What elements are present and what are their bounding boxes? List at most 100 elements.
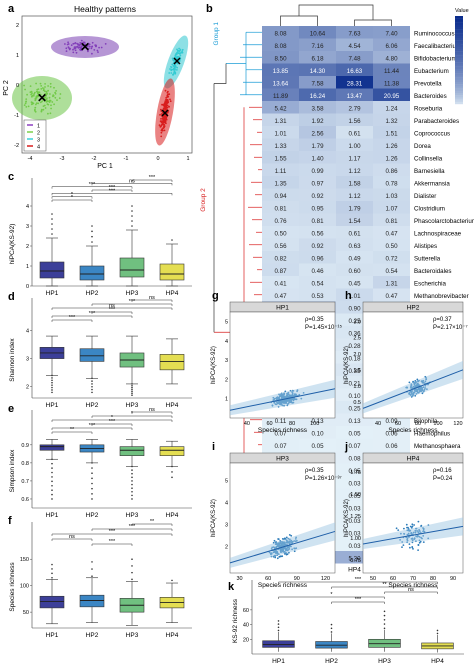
heatmap-value: 4.54	[348, 43, 361, 50]
box-outlier	[131, 487, 133, 489]
box-outlier	[51, 386, 53, 389]
heatmap-cell	[299, 138, 336, 151]
box-outlier	[91, 467, 93, 469]
box-outlier	[131, 476, 133, 479]
heatmap-cell	[299, 26, 336, 39]
scatter-point	[411, 525, 414, 528]
scatter-point	[401, 546, 403, 548]
box-outlier	[51, 233, 53, 235]
colorscale-step	[455, 60, 463, 63]
heatmap-cell	[336, 226, 373, 239]
scatter-point	[411, 523, 414, 526]
significance-label: ns	[149, 407, 155, 413]
box-outlier	[91, 561, 93, 563]
heatmap-value: 0.56	[274, 243, 287, 250]
panel-h-xlabel: Species richness	[388, 427, 438, 434]
colorscale-step	[455, 16, 463, 19]
taxon-label: Dorea	[414, 143, 431, 150]
heatmap-cell	[373, 238, 410, 251]
colorscale-step	[455, 82, 463, 85]
heatmap-value: 0.46	[311, 268, 324, 275]
scatter-point	[276, 557, 279, 560]
panel-h-xtick: 80	[415, 421, 421, 427]
significance-bracket	[131, 299, 173, 302]
box-outlier	[383, 614, 386, 617]
panel-j-frame	[362, 462, 464, 574]
heatmap-value: 0.09	[385, 418, 398, 425]
colorscale-step	[455, 49, 463, 52]
panel-d-ytick: 4	[26, 328, 29, 334]
heatmap-value: 2.56	[311, 131, 324, 138]
box-outlier	[131, 465, 133, 468]
heatmap-cell	[299, 51, 336, 64]
colorscale-step	[455, 55, 463, 58]
regression-line	[362, 369, 464, 409]
heatmap-value: 0.81	[385, 218, 398, 225]
heatmap-value: 0.78	[385, 181, 398, 188]
heatmap-cell	[336, 276, 373, 289]
scatter-point	[417, 520, 420, 523]
heatmap-cell	[262, 176, 299, 189]
panel-h-strip-label: HP2	[407, 305, 420, 312]
significance-bracket	[278, 596, 385, 599]
heatmap-cell	[299, 226, 336, 239]
panel-i-xtick: 90	[294, 576, 300, 582]
heatmap-value: 0.54	[311, 281, 324, 288]
box-category-label: HP4	[166, 512, 179, 519]
heatmap-cell	[336, 201, 373, 214]
heatmap-value: 0.49	[348, 256, 361, 263]
heatmap-value: 1.17	[348, 156, 361, 163]
panel-h-xtick: 60	[395, 421, 401, 427]
taxon-label: Phascolarctobacterium	[414, 218, 474, 225]
significance-label: *	[131, 411, 134, 417]
significance-label: ns	[129, 179, 135, 185]
significance-bracket	[331, 601, 385, 604]
colorscale-step	[455, 22, 463, 25]
row-dendrogram-root	[214, 63, 227, 84]
box-outlier	[51, 381, 53, 384]
heatmap-value: 0.25	[348, 318, 361, 325]
heatmap-cell	[262, 201, 299, 214]
panel-k-ytick: 20	[243, 637, 249, 643]
heatmap-value: 1.56	[348, 118, 361, 125]
panel-g-xtick: 80	[289, 421, 295, 427]
significance-label: ***	[149, 175, 156, 181]
panel-g-ylabel: hiPCA(KS-92)	[211, 346, 217, 384]
significance-bracket	[51, 199, 93, 202]
panel-f-ylabel: Species richness	[9, 562, 16, 612]
box-outlier	[91, 380, 93, 382]
heatmap-cell	[373, 101, 410, 114]
scatter-point	[422, 541, 425, 543]
scatter-point	[409, 525, 412, 528]
heatmap-value: 0.47	[385, 293, 398, 300]
heatmap-value: 0.92	[311, 243, 324, 250]
taxon-label: Dialister	[414, 193, 436, 200]
box-outlier	[91, 377, 93, 380]
taxon-label: Methanosphaera	[414, 443, 461, 450]
box-HP4	[159, 446, 185, 456]
regression-line	[362, 525, 464, 545]
heatmap-cell	[299, 426, 336, 439]
panel-letter-b: b	[206, 3, 213, 15]
panel-i-xtick: 30	[236, 576, 242, 582]
taxon-label: Bacteroidales	[414, 268, 452, 275]
box-outlier	[51, 379, 53, 382]
panel-c-ytick: 1	[26, 264, 29, 270]
heatmap-cell	[262, 263, 299, 276]
colorscale-step	[455, 97, 463, 100]
heatmap-value: 1.00	[348, 143, 361, 150]
heatmap-value: 1.31	[274, 118, 287, 125]
heatmap-cell	[262, 51, 299, 64]
panel-a-xtick: -2	[92, 156, 97, 162]
heatmap-cell	[336, 63, 373, 76]
panel-g-xtick: 100	[310, 421, 319, 427]
heatmap-cell	[373, 176, 410, 189]
box-category-label: HP2	[86, 512, 99, 519]
panel-letter-a: a	[8, 3, 15, 15]
significance-label: *	[71, 192, 74, 198]
scatter-point	[411, 546, 414, 548]
heatmap-cell	[336, 101, 373, 114]
